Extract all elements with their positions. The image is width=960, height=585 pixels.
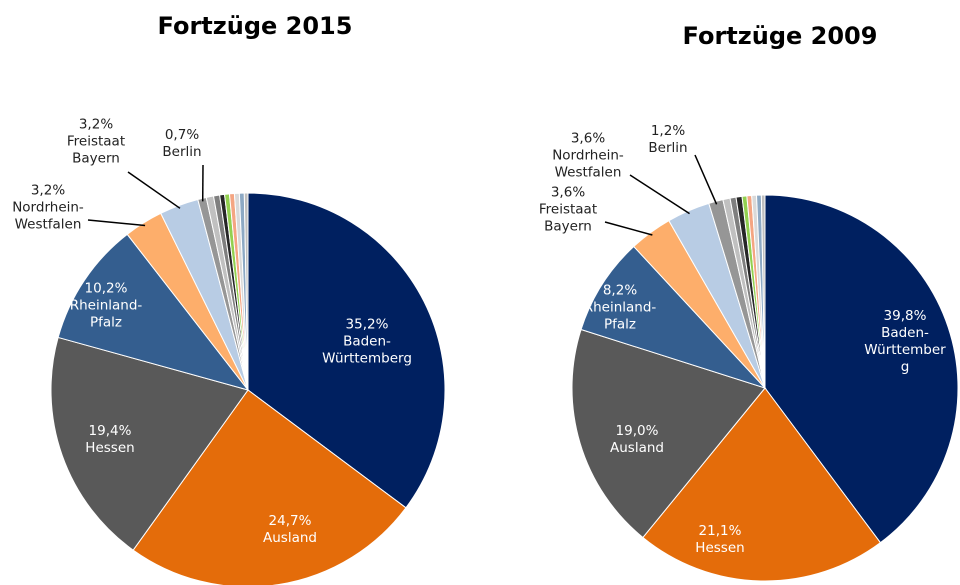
slice-label: 21,1% Hessen: [670, 523, 770, 557]
value-label: 1,2%: [650, 123, 686, 139]
category-label: Berlin: [162, 144, 202, 160]
pie-slice: [764, 194, 959, 544]
value-label: 10,2%: [84, 280, 128, 297]
leader-line: [87, 219, 146, 227]
slice-label: 3,6% Nordrhein-Westfalen: [543, 131, 633, 182]
slice-label: 39,8% Baden-Württemberg: [864, 308, 946, 376]
category-label: Nordrhein-Westfalen: [12, 199, 84, 233]
leader-line: [694, 154, 718, 205]
category-label: Hessen: [85, 440, 135, 456]
slice-label: 3,2% Nordrhein-Westfalen: [3, 183, 93, 234]
value-label: 3,6%: [550, 184, 586, 201]
value-label: 24,7%: [268, 513, 312, 529]
pie-slice: [50, 336, 249, 551]
value-label: 3,2%: [78, 116, 114, 133]
value-label: 21,1%: [698, 523, 742, 539]
slice-label: 3,2% Freistaat Bayern: [61, 117, 131, 168]
slice-label: 24,7% Ausland: [240, 513, 340, 547]
leader-line: [629, 174, 690, 215]
pie-slice: [57, 233, 250, 391]
category-label: Rheinland-Pfalz: [583, 299, 657, 333]
slice-label: 10,2% Rheinland-Pfalz: [61, 281, 151, 332]
pie-slice: [760, 194, 766, 389]
category-label: Hessen: [695, 540, 745, 556]
value-label: 19,0%: [615, 423, 659, 439]
pie-slice: [571, 328, 766, 539]
slice-label: 3,6% Freistaat Bayern: [533, 185, 603, 236]
category-label: Baden-Württemberg: [322, 333, 412, 367]
value-label: 3,6%: [570, 130, 606, 147]
value-label: 39,8%: [883, 308, 927, 324]
pie-slice: [580, 245, 767, 390]
leader-line: [127, 171, 181, 209]
slice-label: 1,2% Berlin: [638, 123, 698, 157]
pie-slice: [243, 192, 249, 391]
leader-line: [604, 221, 653, 236]
value-label: 19,4%: [88, 423, 132, 439]
value-label: 35,2%: [345, 316, 389, 333]
value-label: 3,2%: [30, 182, 66, 199]
slice-label: 19,0% Ausland: [587, 423, 687, 457]
category-label: Freistaat Bayern: [538, 201, 598, 235]
category-label: Berlin: [648, 140, 688, 156]
category-label: Rheinland-Pfalz: [69, 297, 143, 331]
chart-title: Fortzüge 2009: [682, 22, 878, 50]
category-label: Baden-Württemberg: [864, 325, 946, 375]
value-label: 0,7%: [164, 127, 200, 143]
category-label: Nordrhein-Westfalen: [552, 147, 624, 181]
slice-label: 19,4% Hessen: [60, 423, 160, 457]
category-label: Freistaat Bayern: [66, 133, 126, 167]
category-label: Ausland: [610, 440, 664, 456]
pie-slice: [642, 387, 882, 582]
value-label: 8,2%: [602, 282, 638, 299]
chart-title: Fortzüge 2015: [157, 12, 353, 40]
category-label: Ausland: [263, 530, 317, 546]
slice-label: 8,2% Rheinland-Pfalz: [575, 283, 665, 334]
pie-slice: [247, 192, 446, 509]
slice-label: 35,2% Baden-Württemberg: [317, 317, 417, 368]
slice-label: 0,7% Berlin: [152, 127, 212, 161]
